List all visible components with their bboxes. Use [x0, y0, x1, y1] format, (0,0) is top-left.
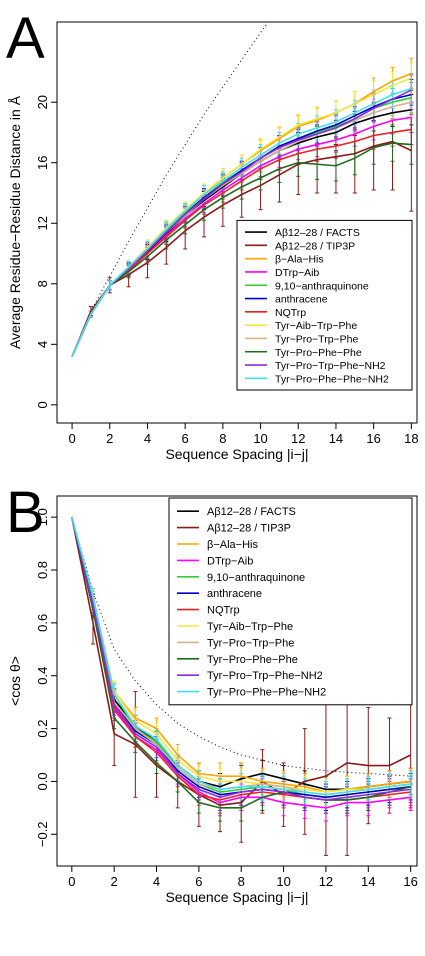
y-tick-label: 4	[35, 341, 50, 348]
legend-label: Aβ12–28 / TIP3P	[207, 523, 291, 535]
x-tick-label: 0	[68, 431, 75, 446]
series-line	[71, 142, 412, 357]
x-tick-label: 8	[238, 874, 245, 889]
x-tick-label: 14	[361, 874, 375, 889]
legend-label: anthracene	[207, 588, 262, 600]
plot-area	[71, 516, 413, 856]
legend-label: DTrp−Aib	[207, 555, 253, 567]
legend-box	[236, 219, 413, 391]
legend-label: 9,10−anthraquinone	[275, 280, 369, 292]
x-axis-label: Sequence Spacing |i−j|	[165, 889, 308, 905]
y-tick-label: 1.0	[35, 508, 50, 526]
y-axis-label: <cos θ>	[7, 656, 23, 706]
series-line	[71, 140, 412, 357]
dotted-line	[71, 517, 411, 777]
x-tick-label: 12	[319, 874, 333, 889]
legend-label: anthracene	[275, 294, 328, 306]
legend-label: Tyr−Pro−Phe−Phe−NH2	[207, 687, 326, 699]
x-tick-label: 14	[329, 431, 343, 446]
x-tick-label: 16	[403, 874, 417, 889]
y-tick-label: 0.2	[35, 720, 50, 738]
series-line	[71, 128, 412, 357]
series-line	[71, 516, 412, 807]
legend-label: NQTrp	[207, 605, 240, 617]
series-line	[71, 89, 412, 357]
panel-label: B	[6, 480, 45, 545]
x-tick-label: 2	[111, 874, 118, 889]
x-tick-label: 8	[219, 431, 226, 446]
y-tick-label: 0.0	[35, 772, 50, 790]
legend-label: Tyr−Aib−Trp−Phe	[207, 621, 293, 633]
chart: A 0 2 4 6 8 10 12 14 16 18 0 4 8 12 16 20 Sequence Spacin…	[6, 6, 419, 462]
y-tick-label: 0.6	[35, 614, 50, 632]
y-tick-label: −0.2	[35, 821, 50, 847]
series-line	[71, 516, 411, 793]
legend-label: Tyr−Pro−Trp−Phe−NH2	[275, 360, 386, 372]
legend-label: Tyr−Pro−Phe−Phe	[275, 347, 362, 359]
legend-label: Tyr−Pro−Phe−Phe	[207, 654, 298, 666]
legend-label: Aβ12–28 / FACTS	[275, 227, 360, 239]
x-tick-label: 2	[106, 431, 113, 446]
x-tick-label: 10	[253, 431, 267, 446]
dotted-line	[71, 22, 269, 357]
legend: Aβ12–28 / FACTS Aβ12–28 / TIP3P β−Ala−His D…	[168, 497, 413, 706]
chart: B 0 2 4 6 8 10 12 14 16 −0.2 0.0 0.2 0.4 0.6 0.8 1.0 Sequ…	[6, 480, 418, 905]
series-line	[71, 516, 411, 801]
y-tick-label: 20	[35, 95, 50, 109]
legend-label: Tyr−Aib−Trp−Phe	[275, 320, 357, 332]
legend-label: Aβ12–28 / FACTS	[207, 506, 296, 518]
series-line	[71, 516, 411, 796]
x-tick-label: 12	[291, 431, 305, 446]
legend-label: β−Ala−His	[207, 539, 258, 551]
legend-label: Tyr−Pro−Phe−Phe−NH2	[275, 373, 389, 385]
series-line	[71, 516, 411, 793]
legend-label: Aβ12–28 / TIP3P	[275, 240, 355, 252]
panel-label: A	[6, 6, 45, 71]
y-tick-label: 0	[35, 401, 50, 408]
x-tick-label: 4	[144, 431, 151, 446]
legend-label: Tyr−Pro−Trp−Phe−NH2	[207, 670, 323, 682]
x-axis-label: Sequence Spacing |i−j|	[165, 446, 308, 462]
y-tick-label: 12	[35, 216, 50, 230]
x-tick-label: 4	[153, 874, 160, 889]
y-tick-label: 0.8	[35, 561, 50, 579]
x-tick-label: 10	[276, 874, 290, 889]
legend-label: DTrp−Aib	[275, 267, 319, 279]
x-tick-label: 6	[195, 874, 202, 889]
plot-frame	[56, 495, 418, 867]
series-line	[71, 87, 412, 357]
y-tick-label: 8	[35, 280, 50, 287]
y-tick-label: 0.4	[35, 667, 50, 685]
x-tick-label: 0	[68, 874, 75, 889]
x-tick-label: 18	[404, 431, 418, 446]
legend-label: NQTrp	[275, 307, 306, 319]
x-tick-label: 16	[366, 431, 380, 446]
y-tick-label: 16	[35, 155, 50, 169]
legend-box	[168, 497, 413, 706]
series-line	[71, 516, 411, 809]
plot-area	[71, 22, 414, 357]
legend-label: Tyr−Pro−Trp−Phe	[207, 637, 294, 649]
legend-label: β−Ala−His	[275, 254, 324, 266]
plot-frame	[56, 21, 418, 424]
legend-label: 9,10−anthraquinone	[207, 572, 305, 584]
x-tick-label: 6	[182, 431, 189, 446]
y-axis-label: Average Residue−Residue Distance in Å	[7, 95, 23, 349]
legend-label: Tyr−Pro−Trp−Phe	[275, 333, 359, 345]
